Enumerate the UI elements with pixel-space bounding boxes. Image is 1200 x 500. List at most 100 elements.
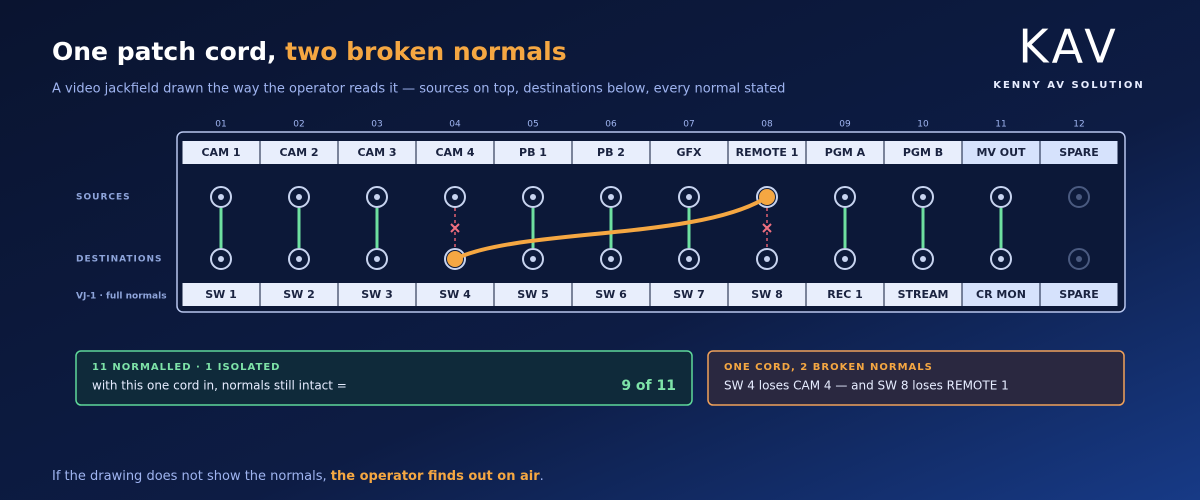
- column-number: 12: [1073, 120, 1084, 130]
- logo-tagline: KENNY AV SOLUTION: [993, 80, 1145, 91]
- jack-center: [920, 256, 926, 262]
- label-cell: [1040, 141, 1118, 164]
- label-cell: [182, 283, 260, 306]
- label-cell: [416, 283, 494, 306]
- destination-label: SW 8: [751, 288, 783, 301]
- label-cell: [884, 283, 962, 306]
- logo-mark: KAV: [1018, 20, 1119, 74]
- destination-label: SW 4: [439, 288, 471, 301]
- jack-center: [764, 256, 770, 262]
- column-number: 01: [215, 120, 226, 130]
- column-number: 11: [995, 120, 1006, 130]
- label-cell: [728, 141, 806, 164]
- column-number: 09: [839, 120, 851, 130]
- subtitle: A video jackfield drawn the way the oper…: [52, 82, 785, 97]
- source-label: REMOTE 1: [736, 146, 799, 159]
- label-cell: [416, 141, 494, 164]
- card-result: 9 of 11: [621, 378, 676, 394]
- jack-center: [530, 194, 536, 200]
- label-cell: [884, 141, 962, 164]
- source-label: CAM 3: [357, 146, 396, 159]
- row-label: SOURCES: [76, 193, 131, 203]
- jack-center: [218, 256, 224, 262]
- jack-center: [296, 256, 302, 262]
- source-label: GFX: [676, 146, 702, 159]
- destination-label: SPARE: [1059, 288, 1098, 301]
- title: One patch cord, two broken normals: [52, 37, 567, 66]
- column-number: 04: [449, 120, 461, 130]
- label-cell: [260, 141, 338, 164]
- destination-label: SW 6: [595, 288, 627, 301]
- destination-label: REC 1: [827, 288, 863, 301]
- label-cell: [338, 141, 416, 164]
- destination-label: SW 2: [283, 288, 315, 301]
- label-cell: [728, 283, 806, 306]
- row-label: VJ-1 · full normals: [76, 292, 167, 302]
- title-lead: One patch cord,: [52, 37, 285, 66]
- warning-card: [707, 350, 1125, 406]
- column-number: 10: [917, 120, 929, 130]
- label-cell: [650, 141, 728, 164]
- jack-center: [452, 194, 458, 200]
- source-label: CAM 1: [201, 146, 240, 159]
- footer: If the drawing does not show the normals…: [52, 469, 544, 484]
- jack-center: [998, 256, 1004, 262]
- source-label: CAM 2: [279, 146, 318, 159]
- card-text: SW 4 loses CAM 4 — and SW 8 loses REMOTE…: [724, 379, 1009, 393]
- cord-plug: [759, 189, 775, 205]
- row-label: DESTINATIONS: [76, 255, 163, 265]
- label-cell: [494, 283, 572, 306]
- destination-label: STREAM: [898, 288, 949, 301]
- jack-center: [686, 256, 692, 262]
- title-accent: two broken normals: [285, 37, 566, 66]
- destination-label: SW 3: [361, 288, 393, 301]
- destination-label: SW 1: [205, 288, 237, 301]
- jack-center: [998, 194, 1004, 200]
- destination-label: SW 7: [673, 288, 705, 301]
- column-number: 03: [371, 120, 382, 130]
- jack-center: [686, 194, 692, 200]
- jack-center: [374, 256, 380, 262]
- label-cell: [572, 283, 650, 306]
- jack-center: [296, 194, 302, 200]
- break-mark: [762, 223, 772, 233]
- source-label: SPARE: [1059, 146, 1098, 159]
- jack-center: [1076, 194, 1082, 200]
- source-label: PB 2: [597, 146, 625, 159]
- source-label: PGM A: [825, 146, 866, 159]
- break-mark: [450, 223, 460, 233]
- jack-center: [374, 194, 380, 200]
- footer-highlight: the operator finds out on air: [331, 469, 540, 484]
- jack-center: [608, 194, 614, 200]
- jackfield-panel: [176, 131, 1126, 313]
- source-label: PGM B: [903, 146, 943, 159]
- jack-center: [842, 256, 848, 262]
- jack-center: [920, 194, 926, 200]
- source-label: MV OUT: [976, 146, 1026, 159]
- label-cell: [494, 141, 572, 164]
- card-heading: ONE CORD, 2 BROKEN NORMALS: [724, 362, 933, 373]
- label-cell: [572, 141, 650, 164]
- destination-label: SW 5: [517, 288, 549, 301]
- label-cell: [962, 283, 1040, 306]
- jack-center: [1076, 256, 1082, 262]
- card-text: with this one cord in, normals still int…: [92, 379, 347, 393]
- jack-center: [530, 256, 536, 262]
- label-cell: [182, 141, 260, 164]
- label-cell: [806, 141, 884, 164]
- column-number: 05: [527, 120, 538, 130]
- label-cell: [260, 283, 338, 306]
- label-cell: [650, 283, 728, 306]
- summary-card: [75, 350, 693, 406]
- label-cell: [1040, 283, 1118, 306]
- jack-center: [608, 256, 614, 262]
- patch-cord: [453, 195, 769, 261]
- label-cell: [962, 141, 1040, 164]
- destination-label: CR MON: [976, 288, 1026, 301]
- jack-center: [842, 194, 848, 200]
- column-number: 06: [605, 120, 617, 130]
- source-label: PB 1: [519, 146, 547, 159]
- label-cell: [806, 283, 884, 306]
- column-number: 02: [293, 120, 304, 130]
